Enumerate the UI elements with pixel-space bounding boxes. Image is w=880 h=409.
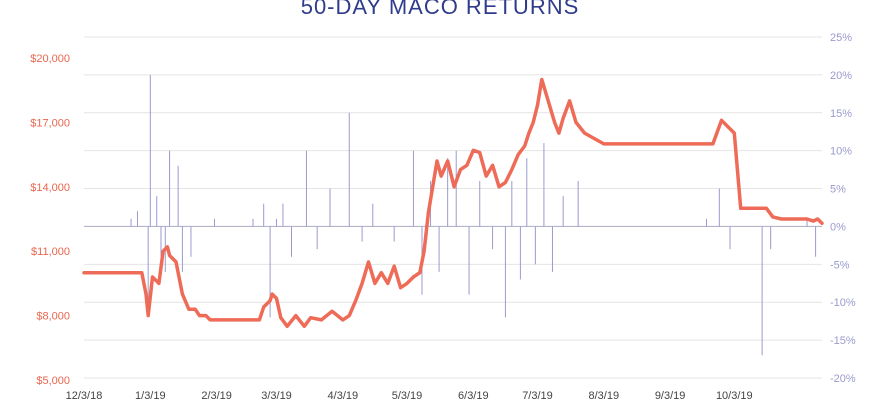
right-axis-tick: 20% — [830, 70, 852, 82]
x-axis-tick: 5/3/19 — [392, 390, 423, 402]
x-axis-tick: 10/3/19 — [716, 390, 753, 402]
x-axis-tick: 2/3/19 — [201, 390, 232, 402]
right-axis-tick: 25% — [830, 32, 852, 44]
right-axis-tick: -20% — [830, 373, 856, 385]
x-axis-tick: 4/3/19 — [328, 390, 359, 402]
right-axis-tick: 15% — [830, 108, 852, 120]
equity-line — [82, 77, 824, 329]
left-axis-tick: $20,000 — [30, 53, 70, 65]
right-axis-tick: -10% — [830, 297, 856, 309]
chart-title: 50-DAY MACO RETURNS — [300, 0, 580, 19]
x-axis-tick: 6/3/19 — [458, 390, 489, 402]
left-axis-tick: $5,000 — [36, 375, 70, 387]
right-axis-tick: 5% — [830, 184, 846, 196]
right-axis-tick: 0% — [830, 221, 846, 233]
right-axis-tick: -5% — [830, 259, 850, 271]
left-axis-tick: $17,000 — [30, 117, 70, 129]
left-axis-tick: $8,000 — [36, 311, 70, 323]
x-axis-tick: 3/3/19 — [261, 390, 292, 402]
right-axis-tick: -15% — [830, 335, 856, 347]
x-axis-tick: 8/3/19 — [589, 390, 620, 402]
x-axis-tick: 9/3/19 — [655, 390, 686, 402]
x-axis-tick: 7/3/19 — [522, 390, 553, 402]
left-axis-tick: $11,000 — [31, 246, 70, 258]
right-axis-tick: 10% — [830, 146, 852, 158]
x-axis-tick: 1/3/19 — [135, 390, 166, 402]
x-axis-tick: 12/3/18 — [66, 390, 103, 402]
left-axis-tick: $14,000 — [30, 182, 70, 194]
